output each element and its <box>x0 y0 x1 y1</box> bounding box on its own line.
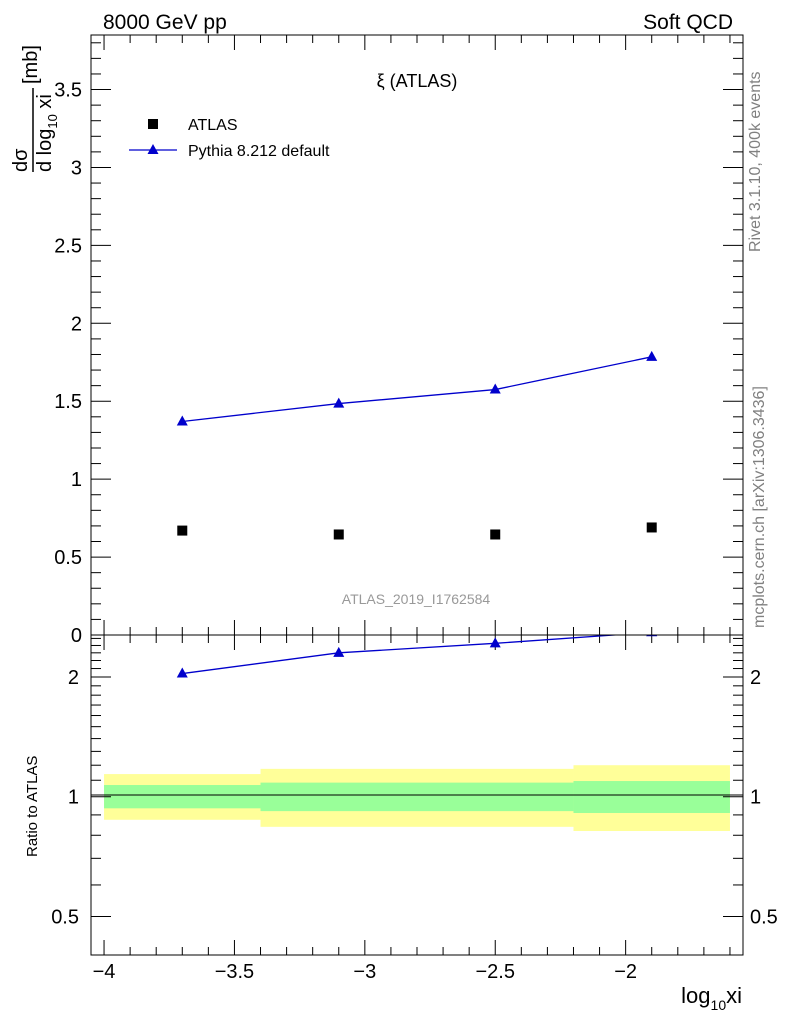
ylabel-numerator: dσ <box>10 148 32 172</box>
data-point <box>490 529 501 540</box>
band-inner <box>260 782 417 812</box>
ratio-xlabel: log10xi <box>681 983 742 1013</box>
ratio-point <box>333 646 345 657</box>
ratio-panel: −4 −3.5 −3 −2.5 −20.5 0.51 12 2 Ratio to ATLAS … <box>24 634 778 1013</box>
ratio-point <box>176 667 188 678</box>
y-tick-label-right: 1 <box>750 787 761 809</box>
data-point <box>646 522 657 533</box>
legend-data-label: ATLAS <box>188 117 238 134</box>
x-tick-label: −4 <box>93 961 116 983</box>
x-tick-label: −3 <box>353 961 376 983</box>
x-tick-label: −2.5 <box>475 961 514 983</box>
ratio-bands <box>104 765 730 831</box>
ratio-ticks: −4 −3.5 −3 −2.5 −2 0.5 0.5 1 1 2 2 <box>51 637 778 983</box>
ylabel-denominator: d log10 xi <box>34 94 60 172</box>
ratio-series <box>176 635 658 678</box>
y-tick-label: 1 <box>68 787 79 809</box>
xlabel-sub: 10 <box>711 997 727 1013</box>
x-tick-label: −2 <box>614 961 637 983</box>
mcplots-label: mcplots.cern.ch [arXiv:1306.3436] <box>751 386 768 628</box>
main-ylabel: dσ d log10 xi [mb] <box>10 45 60 172</box>
band-inner <box>573 781 730 814</box>
x-tick-label: −3.5 <box>215 961 254 983</box>
y-tick-label: 1.5 <box>54 391 82 413</box>
legend-data-marker <box>148 119 158 129</box>
model-line <box>182 356 652 423</box>
y-tick-label: 3.5 <box>54 80 82 102</box>
y-tick-label: 0 <box>71 625 82 647</box>
main-panel: 0 0.5 1 1.5 2 2.5 3 3.5 ξ (ATLAS) ATLAS Pythia … <box>10 34 744 650</box>
ylabel-unit: [mb] <box>20 45 42 84</box>
header-right-label: Soft QCD <box>643 11 733 34</box>
legend: ATLAS Pythia 8.212 default <box>129 117 330 160</box>
data-point <box>177 525 188 536</box>
y-tick-label: 2.5 <box>54 235 82 257</box>
y-tick-label: 3 <box>71 157 82 179</box>
model-point <box>176 415 188 426</box>
model-point <box>333 397 345 408</box>
ylabel-sub: 10 <box>45 114 60 128</box>
y-tick-label: 1 <box>71 469 82 491</box>
main-ticks: 0 0.5 1 1.5 2 2.5 3 3.5 <box>54 35 743 650</box>
rivet-label: Rivet 3.1.10, 400k events <box>747 71 764 252</box>
band-inner <box>417 782 574 812</box>
legend-model-label: Pythia 8.212 default <box>188 143 330 160</box>
y-tick-label: 0.5 <box>54 547 82 569</box>
ratio-point <box>489 637 501 648</box>
y-tick-label: 0.5 <box>51 906 79 928</box>
header-left-label: 8000 GeV pp <box>103 11 227 34</box>
band-inner <box>104 785 261 809</box>
y-tick-label-right: 2 <box>750 667 761 689</box>
main-title: ξ (ATLAS) <box>377 71 458 91</box>
model-point <box>489 383 501 394</box>
model-point <box>646 350 658 361</box>
data-point <box>333 529 344 540</box>
ratio-line <box>182 635 623 675</box>
y-tick-label: 2 <box>71 313 82 335</box>
legend-model-marker <box>147 144 159 154</box>
watermark: ATLAS_2019_I1762584 <box>342 591 491 607</box>
y-tick-label: 2 <box>68 667 79 689</box>
main-marks <box>176 350 658 540</box>
ratio-ylabel: Ratio to ATLAS <box>24 756 41 857</box>
y-tick-label-right: 0.5 <box>750 906 778 928</box>
ratio-marks <box>176 635 658 678</box>
